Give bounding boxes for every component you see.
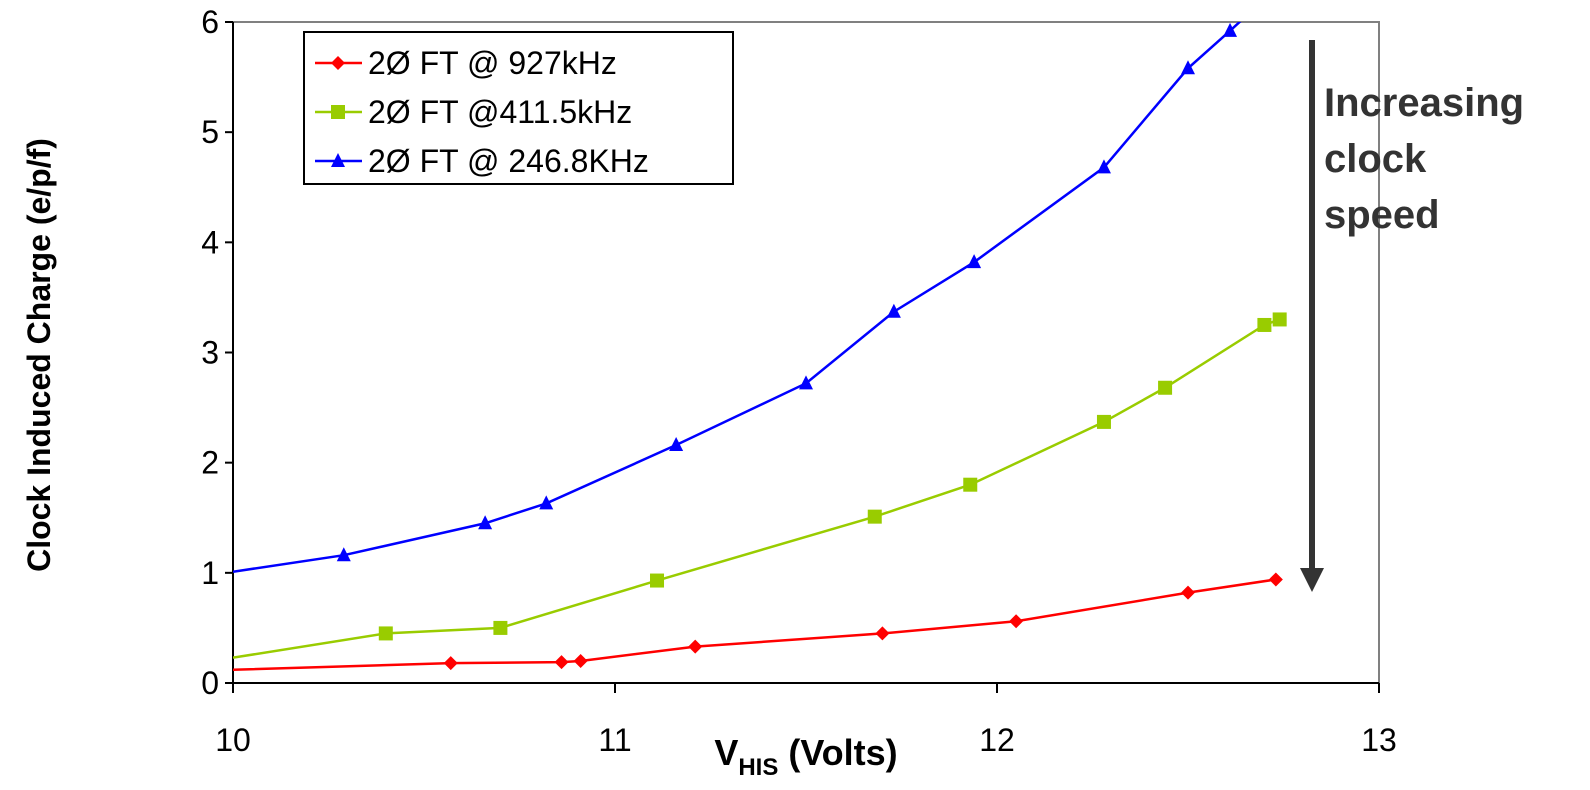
legend-label: 2Ø FT @ 246.8KHz: [368, 143, 649, 179]
data-point: [1268, 572, 1283, 587]
data-point: [1181, 60, 1195, 75]
legend-swatch-marker: [331, 153, 345, 167]
data-point: [867, 509, 882, 524]
y-tick-label: 3: [201, 335, 219, 371]
series-line: [233, 22, 1242, 573]
x-axis-label: VHIS (Volts): [714, 732, 897, 781]
series-line: [233, 318, 1281, 659]
series-1: [233, 572, 1283, 672]
x-tick-label: 12: [979, 722, 1015, 758]
data-point: [1096, 414, 1111, 429]
annotation: Increasing clock speed: [1300, 40, 1524, 592]
legend-swatch-marker: [331, 56, 345, 70]
data-point: [573, 653, 588, 668]
data-point: [1009, 614, 1024, 629]
x-tick-label: 13: [1361, 722, 1397, 758]
legend-label: 2Ø FT @411.5kHz: [368, 94, 632, 130]
data-point: [1181, 585, 1195, 600]
x-tick-label: 10: [215, 722, 251, 758]
data-point: [1257, 317, 1272, 332]
x-tick-label: 11: [598, 722, 631, 758]
y-tick-label: 6: [201, 4, 219, 40]
data-point: [478, 515, 493, 530]
legend-item: 2Ø FT @ 927kHz: [315, 45, 617, 81]
x-axis-ticks: 10 11 12 13: [215, 683, 1397, 758]
data-point: [875, 626, 890, 641]
y-tick-label: 2: [201, 445, 219, 481]
annotation-line-2: clock: [1324, 137, 1427, 181]
annotation-line-3: speed: [1324, 193, 1440, 237]
data-point: [799, 375, 813, 390]
data-point: [554, 655, 569, 670]
annotation-arrowhead: [1300, 568, 1324, 592]
data-point: [1223, 22, 1238, 37]
data-point: [1096, 159, 1111, 174]
legend-label: 2Ø FT @ 927kHz: [368, 45, 617, 81]
annotation-line-1: Increasing: [1324, 81, 1524, 125]
data-point: [688, 639, 703, 654]
y-tick-label: 0: [201, 665, 219, 701]
data-point: [669, 437, 684, 452]
data-point: [336, 547, 351, 562]
y-axis-label: Clock Induced Charge (e/p/f): [21, 138, 57, 572]
legend-box: [303, 31, 734, 185]
y-tick-label: 1: [201, 555, 219, 591]
data-point: [539, 495, 554, 510]
data-point: [378, 626, 393, 641]
series-line: [233, 578, 1277, 672]
data-point: [967, 254, 982, 269]
data-point: [650, 573, 665, 588]
data-point: [493, 620, 508, 635]
legend-item: 2Ø FT @411.5kHz: [315, 94, 632, 130]
legend-swatch-marker: [331, 105, 345, 119]
data-point: [1158, 380, 1173, 395]
data-point: [1242, 5, 1256, 19]
data-point: [443, 656, 458, 671]
series-2: [233, 312, 1287, 659]
series-group: [233, 5, 1287, 672]
legend: 2Ø FT @ 927kHz 2Ø FT @411.5kHz 2Ø FT @ 246…: [303, 31, 734, 185]
y-tick-label: 5: [201, 114, 219, 150]
y-tick-label: 4: [201, 224, 219, 260]
data-point: [886, 303, 901, 318]
data-point: [1272, 312, 1287, 327]
series-3: [233, 5, 1256, 573]
legend-item: 2Ø FT @ 246.8KHz: [315, 143, 649, 179]
data-point: [963, 477, 978, 492]
y-axis-ticks: 0 1 2 3 4 5 6: [201, 4, 233, 701]
